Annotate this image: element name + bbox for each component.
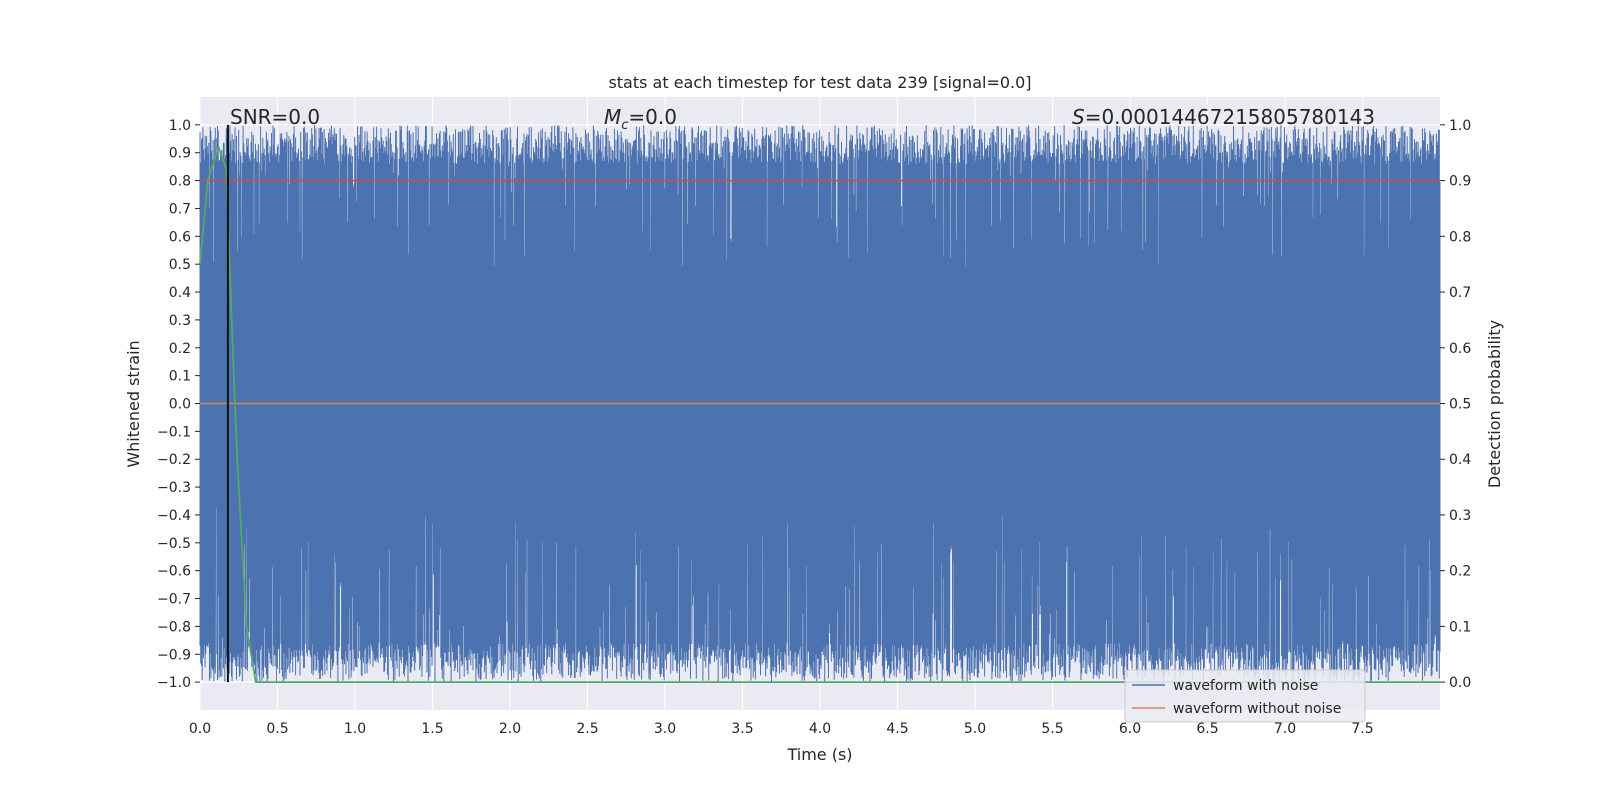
y-right-tick-label: 0.2 [1449, 564, 1471, 580]
y-right-tick-label: 0.5 [1449, 397, 1471, 413]
x-tick-label: 3.0 [654, 721, 676, 737]
mc-annotation: Mc=0.0 [604, 105, 677, 133]
series-probability-line [199, 144, 1440, 683]
tick-labels: 0.0 0.5 1.0 1.5 2.0 2.5 3.0 3.5 4.0 4.5 5.0 5.5 6.0 6… [157, 118, 1471, 737]
series-noise-line [199, 124, 1441, 683]
chart-title: stats at each timestep for test data 239… [608, 73, 1031, 92]
mc-subscript: c [621, 118, 628, 133]
y-right-tick-label: 0.8 [1449, 229, 1471, 245]
y-left-tick-label: 1.0 [169, 118, 191, 134]
x-tick-label: 1.5 [421, 721, 443, 737]
x-tick-label: 0.5 [266, 721, 288, 737]
x-tick-label: 6.0 [1119, 721, 1141, 737]
y-right-tick-label: 0.9 [1449, 174, 1471, 190]
noise-series [199, 124, 1441, 683]
y-left-tick-label: −0.3 [157, 480, 191, 496]
x-tick-label: 5.5 [1041, 721, 1063, 737]
y-right-tick-label: 0.0 [1449, 675, 1471, 691]
y-left-tick-label: 0.8 [169, 174, 191, 190]
y-left-tick-label: 0.5 [169, 257, 191, 273]
x-tick-label: 2.5 [576, 721, 598, 737]
x-tick-label: 7.5 [1351, 721, 1373, 737]
y-left-tick-label: −0.1 [157, 424, 191, 440]
y-right-tick-label: 0.4 [1449, 452, 1471, 468]
y-right-tick-label: 1.0 [1449, 118, 1471, 134]
y-left-tick-label: −0.4 [157, 508, 191, 524]
legend-box [1124, 669, 1366, 723]
mc-symbol: M [604, 105, 621, 129]
legend-label-noise: waveform with noise [1173, 678, 1318, 694]
y-left-tick-label: 0.2 [169, 341, 191, 357]
x-tick-label: 6.5 [1196, 721, 1218, 737]
y-left-tick-label: 0.0 [169, 397, 191, 413]
x-tick-label: 4.0 [809, 721, 831, 737]
y-left-tick-label: −1.0 [157, 675, 191, 691]
legend: waveform with noise waveform without noi… [1124, 669, 1366, 723]
y-left-tick-label: 0.4 [169, 285, 191, 301]
s-annotation: S=0.00014467215805780143 [1072, 105, 1375, 129]
y-right-tick-label: 0.1 [1449, 619, 1471, 635]
y-left-tick-label: 0.6 [169, 229, 191, 245]
y-left-tick-label: 0.3 [169, 313, 191, 329]
x-axis-label: Time (s) [786, 745, 852, 764]
x-tick-label: 2.0 [499, 721, 521, 737]
mc-value: =0.0 [628, 105, 677, 129]
y-left-tick-label: −0.9 [157, 647, 191, 663]
snr-annotation: SNR=0.0 [230, 105, 320, 129]
y-left-tick-label: 0.7 [169, 201, 191, 217]
y-left-tick-label: −0.7 [157, 592, 191, 608]
s-value: =0.00014467215805780143 [1085, 105, 1375, 129]
line-series [199, 124, 1440, 683]
y-left-tick-label: −0.6 [157, 564, 191, 580]
x-tick-label: 5.0 [964, 721, 986, 737]
y-left-tick-label: 0.1 [169, 369, 191, 385]
y-right-tick-label: 0.3 [1449, 508, 1471, 524]
x-tick-label: 4.5 [886, 721, 908, 737]
x-tick-label: 7.0 [1274, 721, 1296, 737]
y-left-tick-label: −0.8 [157, 619, 191, 635]
x-tick-label: 0.0 [189, 721, 211, 737]
y-axis-label-right: Detection probability [1485, 320, 1504, 488]
y-left-tick-label: −0.5 [157, 536, 191, 552]
y-right-tick-label: 0.7 [1449, 285, 1471, 301]
legend-label-clean: waveform without noise [1173, 701, 1341, 717]
x-tick-label: 1.0 [344, 721, 366, 737]
y-left-tick-label: −0.2 [157, 452, 191, 468]
y-left-tick-label: 0.9 [169, 146, 191, 162]
y-right-tick-label: 0.6 [1449, 341, 1471, 357]
s-symbol: S [1072, 105, 1085, 129]
x-tick-label: 3.5 [731, 721, 753, 737]
y-axis-label-left: Whitened strain [124, 340, 143, 467]
